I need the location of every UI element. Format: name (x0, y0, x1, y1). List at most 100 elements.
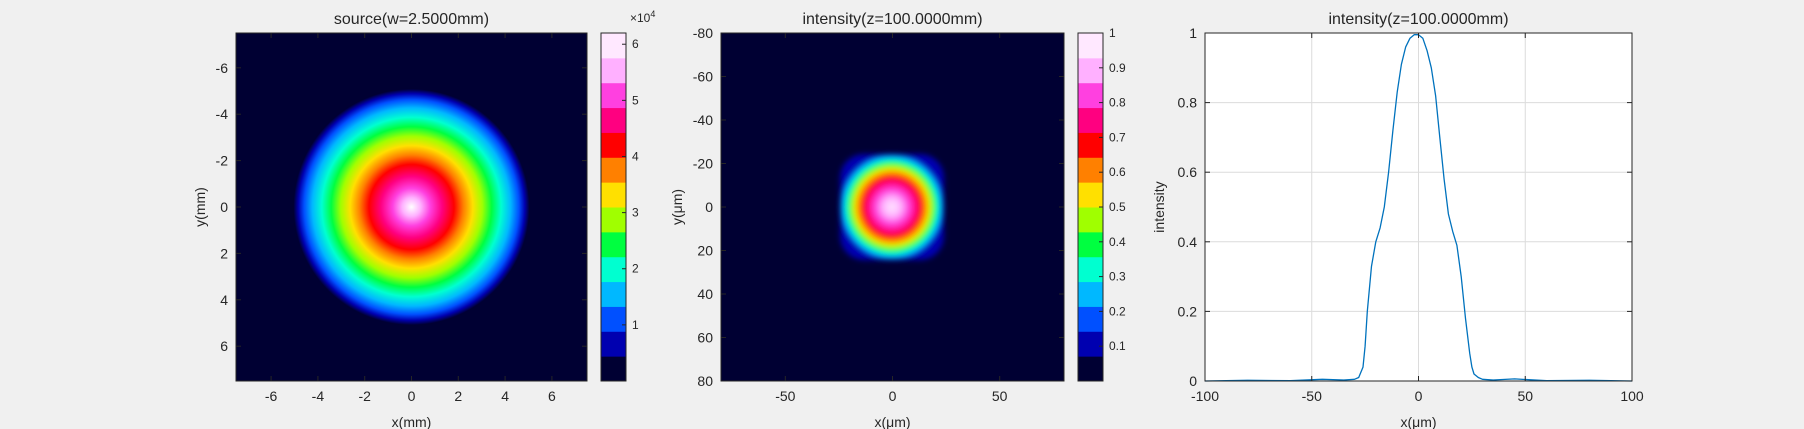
p1-x-tick-label: 4 (501, 388, 509, 404)
p1-y-tick-label: 6 (220, 338, 228, 354)
p3-y-tick-label: 0.6 (1178, 164, 1198, 180)
intensity-colorbar-ticks: 0.1 0.2 0.3 0.4 0.5 0.6 0.7 0.8 0.9 1 (1099, 26, 1126, 353)
p3-x-tick-label: 0 (1415, 388, 1423, 404)
p2-y-tick-label: 80 (697, 373, 713, 389)
p1-y-tick-label: -4 (216, 106, 229, 122)
colorbar-segment (601, 306, 626, 332)
colorbar-segment (601, 256, 626, 283)
p1-y-tick-label: -2 (216, 153, 229, 169)
colorbar-segment (1078, 57, 1103, 84)
profile-x-ticks: -100 -50 0 50 100 (1191, 33, 1644, 404)
colorbar-tick-label: 0.3 (1109, 270, 1126, 284)
p1-y-tick-label: 4 (220, 292, 228, 308)
colorbar-tick-label: 0.4 (1109, 235, 1126, 249)
p3-x-tick-label: -100 (1191, 388, 1219, 404)
colorbar-segment (1078, 281, 1103, 307)
intensity-profile-panel: -100 -50 0 50 100 0 0.2 0.4 0.6 0.8 1 intensity(z… (1151, 11, 1644, 429)
source-heatmap-panel: -6 -4 -2 0 2 4 6 -6 -4 -2 0 2 4 6 source(w=2.5000mm)… (192, 9, 655, 429)
intensity-y-label: y(μm) (669, 189, 685, 225)
p2-x-tick-label: 0 (889, 388, 897, 404)
colorbar-tick-label: 0.5 (1109, 200, 1126, 214)
p3-y-tick-label: 1 (1189, 25, 1197, 41)
colorbar-tick-label: 5 (632, 93, 639, 107)
colorbar-segment (1078, 82, 1103, 109)
colorbar-segment (601, 231, 626, 258)
colorbar-segment (1078, 157, 1103, 183)
p1-x-tick-label: -6 (265, 388, 278, 404)
colorbar-tick-label: 4 (632, 149, 639, 163)
intensity-colorbar-fill (1078, 33, 1103, 382)
colorbar-segment (601, 207, 626, 233)
colorbar-tick-label: 3 (632, 206, 639, 220)
p1-x-tick-label: 0 (408, 388, 416, 404)
source-colorbar-multiplier: ×104 (630, 9, 655, 25)
colorbar-segment (601, 182, 626, 208)
p2-y-tick-label: -80 (693, 25, 713, 41)
profile-title: intensity(z=100.0000mm) (1328, 11, 1508, 28)
p1-x-tick-label: -4 (312, 388, 325, 404)
colorbar-segment (601, 356, 626, 382)
p1-y-tick-label: -6 (216, 60, 229, 76)
p3-x-tick-label: 100 (1620, 388, 1644, 404)
colorbar-segment (601, 331, 626, 357)
p2-x-tick-label: -50 (775, 388, 795, 404)
source-y-ticks: -6 -4 -2 0 2 4 6 (216, 60, 587, 354)
colorbar-segment (601, 132, 626, 158)
colorbar-segment (1078, 207, 1103, 233)
p2-y-tick-label: 20 (697, 243, 713, 259)
p2-y-tick-label: -20 (693, 156, 713, 172)
p2-y-tick-label: -60 (693, 69, 713, 85)
colorbar-tick-label: 1 (632, 318, 639, 332)
colorbar-segment (601, 57, 626, 84)
colorbar-tick-label: 0.2 (1109, 304, 1126, 318)
colorbar-segment (601, 82, 626, 109)
intensity-colorbar (1077, 32, 1104, 382)
colorbar-segment (1078, 182, 1103, 208)
p3-y-tick-label: 0.8 (1178, 95, 1198, 111)
p3-x-tick-label: -50 (1302, 388, 1322, 404)
profile-x-label: x(μm) (1400, 414, 1436, 429)
p3-y-tick-label: 0.2 (1178, 303, 1198, 319)
colorbar-tick-label: 0.6 (1109, 165, 1126, 179)
p1-x-tick-label: 6 (548, 388, 556, 404)
source-y-label: y(mm) (192, 187, 208, 227)
p2-y-tick-label: 0 (705, 199, 713, 215)
p3-x-tick-label: 50 (1517, 388, 1533, 404)
p2-y-tick-label: 60 (697, 330, 713, 346)
source-colorbar-fill (601, 33, 626, 382)
p1-x-tick-label: -2 (358, 388, 371, 404)
source-colorbar-ticks: 1 2 3 4 5 6 (622, 37, 639, 332)
colorbar-segment (1078, 356, 1103, 382)
colorbar-segment (1078, 132, 1103, 158)
intensity-x-ticks: -50 0 50 (775, 33, 1008, 404)
colorbar-segment (1078, 107, 1103, 133)
colorbar-segment (1078, 306, 1103, 332)
intensity-title: intensity(z=100.0000mm) (802, 11, 982, 28)
colorbar-segment (1078, 256, 1103, 283)
colorbar-segment (601, 107, 626, 133)
source-x-ticks: -6 -4 -2 0 2 4 6 (265, 33, 556, 404)
source-colorbar (600, 32, 627, 382)
p3-y-tick-label: 0 (1189, 373, 1197, 389)
intensity-heatmap-panel: -50 0 50 -80 -60 -40 -20 0 20 40 60 80 intensity(z… (669, 11, 1126, 429)
colorbar-segment (1078, 231, 1103, 258)
colorbar-tick-label: 0.7 (1109, 130, 1126, 144)
colorbar-tick-label: 0.8 (1109, 96, 1126, 110)
p1-y-tick-label: 0 (220, 199, 228, 215)
p3-y-tick-label: 0.4 (1178, 234, 1198, 250)
source-title: source(w=2.5000mm) (334, 11, 489, 28)
colorbar-tick-label: 6 (632, 37, 639, 51)
colorbar-segment (1078, 331, 1103, 357)
colorbar-tick-label: 2 (632, 262, 639, 276)
colorbar-segment (601, 281, 626, 307)
intensity-beam-spot (840, 154, 944, 260)
source-x-label: x(mm) (392, 414, 432, 429)
colorbar-tick-label: 1 (1109, 26, 1116, 40)
p1-y-tick-label: 2 (220, 245, 228, 261)
p2-y-tick-label: 40 (697, 286, 713, 302)
colorbar-tick-label: 0.1 (1109, 339, 1126, 353)
p2-x-tick-label: 50 (992, 388, 1008, 404)
profile-y-ticks: 0 0.2 0.4 0.6 0.8 1 (1178, 25, 1632, 389)
